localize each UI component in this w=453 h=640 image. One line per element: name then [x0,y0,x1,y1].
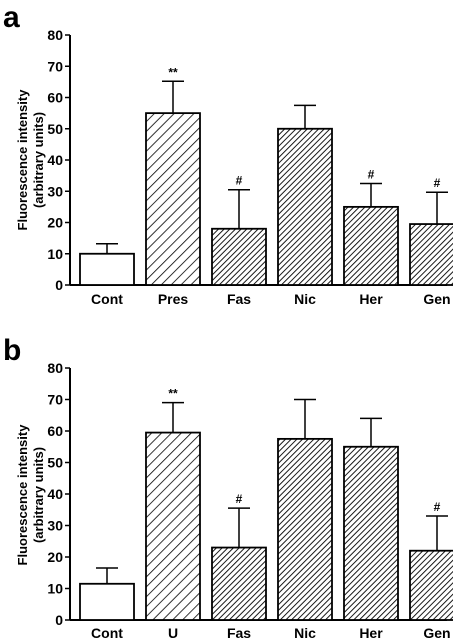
significance-label: ** [168,387,178,401]
y-tick-label: 80 [47,360,63,376]
bar [79,252,135,286]
y-tick-label: 60 [47,423,63,439]
y-tick-label: 50 [47,455,63,471]
y-tick-label: 40 [47,152,63,168]
y-axis-title-line-2: (arbitrary units) [31,447,46,543]
bar [343,445,399,621]
category-label: Pres [158,291,189,307]
y-tick-label: 30 [47,518,63,534]
y-tick-label: 80 [47,27,63,43]
significance-label: # [236,492,243,506]
y-tick-label: 40 [47,486,63,502]
category-label: Gen [423,291,450,307]
category-labels: Cont Pres Fas Nic Her Gen [91,291,451,307]
bar [277,437,333,621]
category-label: Her [359,625,383,640]
category-label: Cont [91,291,123,307]
category-label: Nic [294,291,316,307]
bars: ** # # # [79,65,453,286]
significance-label: # [434,176,441,190]
panel-a: a Fluorescence intensity (arbitrary unit… [3,1,453,307]
y-tick-label: 10 [47,581,63,597]
category-label: Fas [227,291,251,307]
panel-letter-b: b [3,334,21,367]
category-label: Nic [294,625,316,640]
category-labels: Cont U Fas Nic Her Gen [91,625,451,640]
category-label: U [168,625,178,640]
bar [211,546,267,621]
y-tick-label: 70 [47,392,63,408]
y-tick-label: 60 [47,90,63,106]
y-axis-title-line-2: (arbitrary units) [31,112,46,208]
y-axis-title-line-1: Fluorescence intensity [15,424,30,566]
category-label: Gen [423,625,450,640]
y-tick-label: 0 [55,277,63,293]
bar [79,582,135,621]
y-tick-label: 20 [47,549,63,565]
panel-letter-a: a [3,1,20,34]
bar [145,112,201,286]
bar [409,549,453,621]
y-tick-label: 70 [47,58,63,74]
bar [211,227,267,286]
y-axis-title-line-1: Fluorescence intensity [15,89,30,231]
bars: ** # # [79,387,453,621]
significance-label: ** [168,65,178,79]
panel-b: b Fluorescence intensity (arbitrary unit… [3,334,453,640]
category-label: Her [359,291,383,307]
y-tick-label: 20 [47,215,63,231]
bar [145,431,201,621]
category-label: Fas [227,625,251,640]
bar [277,127,333,286]
significance-label: # [236,174,243,188]
bar [409,223,453,286]
y-tick-label: 30 [47,183,63,199]
significance-label: # [368,167,375,181]
y-tick-label: 0 [55,612,63,628]
category-label: Cont [91,625,123,640]
y-tick-label: 10 [47,246,63,262]
y-tick-label: 50 [47,121,63,137]
significance-label: # [434,500,441,514]
bar [343,205,399,286]
